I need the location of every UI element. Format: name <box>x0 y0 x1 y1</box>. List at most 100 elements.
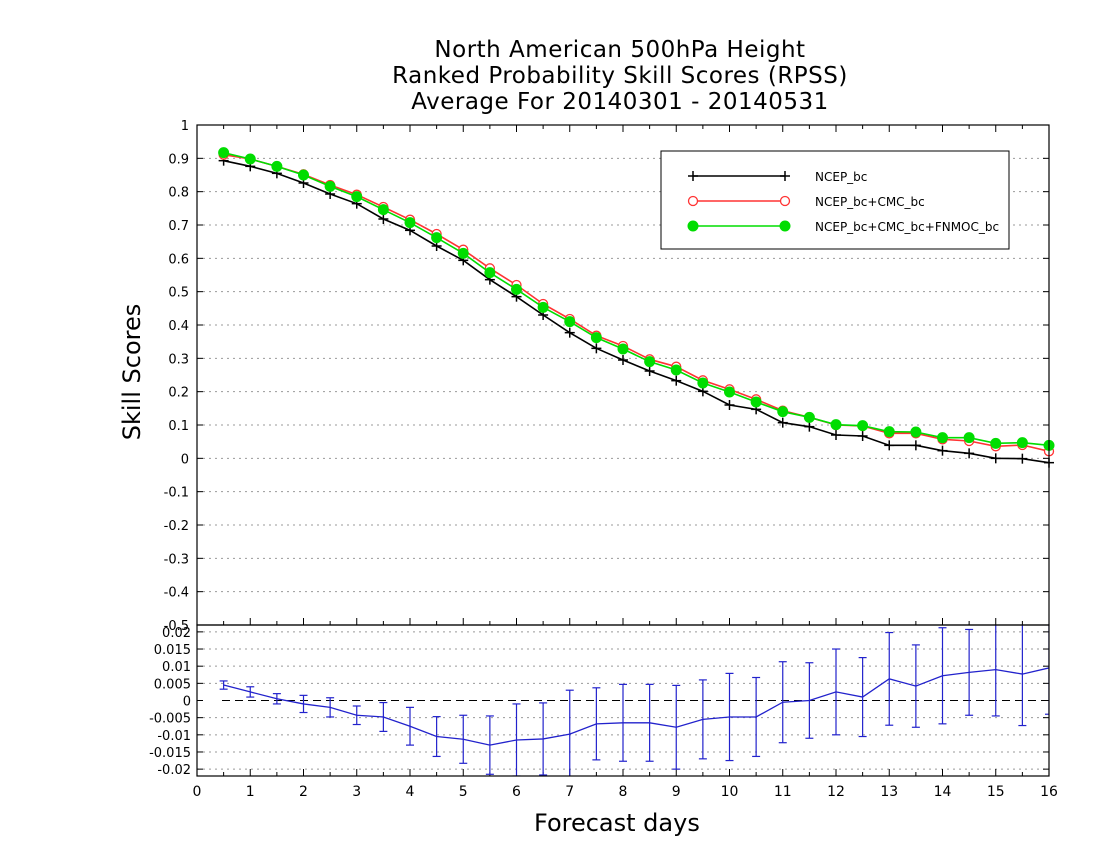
series-point-plus <box>644 366 655 376</box>
series-point-filled-circle <box>537 301 549 313</box>
series-point-filled-circle <box>724 386 735 398</box>
top-y-tick-label: -0.3 <box>164 552 189 567</box>
x-tick-label: 14 <box>934 784 952 800</box>
legend-label-0: NCEP_bc <box>815 170 867 184</box>
series-point-filled-circle <box>670 364 682 376</box>
legend-marker <box>779 195 791 207</box>
legend-box <box>660 150 1010 250</box>
bottom-panel-frame <box>196 624 1050 777</box>
x-tick-label: 12 <box>827 784 845 800</box>
series-point-filled-circle <box>351 191 363 203</box>
top-y-tick-label: 0.4 <box>168 319 189 334</box>
chart-title-line-2: Ranked Probability Skill Scores (RPSS) <box>392 63 848 89</box>
x-tick-label: 3 <box>352 784 361 800</box>
x-tick-label: 0 <box>193 784 202 800</box>
series-point-plus <box>618 355 628 365</box>
bottom-y-tick-label: -0.005 <box>149 712 191 727</box>
top-y-tick-label: 0.2 <box>168 386 189 401</box>
top-y-tick-label: 0.3 <box>168 352 189 367</box>
top-y-tick-label: 0.5 <box>168 286 189 301</box>
series-point-filled-circle <box>830 419 842 431</box>
bottom-y-tick-label: 0.005 <box>154 677 191 692</box>
chart-title-line-1: North American 500hPa Height <box>434 37 806 63</box>
series-point-plus <box>857 431 868 441</box>
series-point-filled-circle <box>404 217 416 229</box>
series-point-filled-circle <box>218 147 230 159</box>
series-point-filled-circle <box>910 426 922 438</box>
series-point-plus <box>910 440 921 451</box>
series-point-filled-circle <box>511 283 522 295</box>
top-y-tick-label: 0.8 <box>168 186 189 201</box>
bottom-y-tick-label: -0.015 <box>149 746 191 761</box>
top-y-tick-label: 0.7 <box>168 219 189 234</box>
series-point-filled-circle <box>564 316 576 328</box>
series-point-plus <box>378 214 389 224</box>
legend-marker <box>779 220 791 232</box>
bottom-y-tick-label: -0.01 <box>157 729 191 744</box>
x-tick-label: 2 <box>299 784 308 800</box>
series-point-filled-circle <box>750 396 762 408</box>
series-point-filled-circle <box>697 377 709 389</box>
series-point-filled-circle <box>803 411 815 423</box>
series-point-filled-circle <box>857 420 869 432</box>
x-tick-label: 15 <box>987 784 1005 800</box>
legend-label-1: NCEP_bc+CMC_bc <box>815 195 925 209</box>
chart-title-line-3: Average For 20140301 - 20140531 <box>411 89 829 115</box>
series-point-filled-circle <box>431 232 443 244</box>
x-tick-label: 11 <box>774 784 792 800</box>
series-point-filled-circle <box>298 169 309 181</box>
series-point-filled-circle <box>777 406 789 418</box>
series-point-plus <box>937 445 948 456</box>
x-tick-label: 13 <box>880 784 898 800</box>
series-point-plus <box>990 453 1001 464</box>
series-point-filled-circle <box>937 432 948 444</box>
series-point-plus <box>777 417 788 428</box>
top-y-tick-label: -0.2 <box>164 519 189 534</box>
top-y-tick-label: 0.9 <box>168 152 189 167</box>
series-point-filled-circle <box>644 356 656 368</box>
series-point-plus <box>564 327 575 338</box>
series-point-plus <box>591 343 602 354</box>
bottom-y-tick-label: -0.02 <box>157 763 191 778</box>
series-point-filled-circle <box>244 153 256 165</box>
series-point-plus <box>831 430 841 440</box>
legend-marker <box>687 220 699 232</box>
x-tick-label: 9 <box>672 784 681 800</box>
bottom-y-tick-label: 0.02 <box>162 626 191 641</box>
series-point-plus <box>964 448 975 459</box>
x-tick-label: 6 <box>512 784 521 800</box>
series-point-filled-circle <box>271 160 283 172</box>
x-axis-label: Forecast days <box>534 809 700 837</box>
series-point-filled-circle <box>617 343 629 355</box>
series-point-filled-circle <box>1016 437 1028 449</box>
x-tick-label: 5 <box>459 784 468 800</box>
difference-line <box>223 667 1049 746</box>
series-point-plus <box>724 400 735 410</box>
legend-marker <box>687 195 699 207</box>
series-point-filled-circle <box>590 332 602 344</box>
series-point-filled-circle <box>990 437 1002 449</box>
series-point-plus <box>884 440 895 451</box>
series-point-filled-circle <box>484 267 496 279</box>
top-y-tick-label: 0.6 <box>168 252 189 267</box>
top-y-tick-label: 1 <box>181 119 189 134</box>
bottom-y-tick-label: 0 <box>183 695 191 710</box>
legend-label-2: NCEP_bc+CMC_bc+FNMOC_bc <box>815 220 999 234</box>
top-y-tick-label: -0.5 <box>164 619 189 634</box>
series-point-filled-circle <box>324 180 336 192</box>
x-tick-label: 16 <box>1040 784 1058 800</box>
bottom-y-tick-label: 0.015 <box>154 643 191 658</box>
series-point-filled-circle <box>457 247 469 259</box>
series-point-filled-circle <box>377 204 389 216</box>
x-tick-label: 1 <box>246 784 255 800</box>
top-y-tick-label: -0.1 <box>164 486 189 501</box>
x-tick-label: 4 <box>406 784 415 800</box>
top-y-tick-label: 0 <box>181 452 189 467</box>
top-y-tick-label: -0.4 <box>164 586 189 601</box>
series-point-filled-circle <box>963 432 975 444</box>
difference-series <box>219 625 1049 776</box>
x-tick-label: 8 <box>619 784 628 800</box>
series-point-filled-circle <box>883 426 895 438</box>
top-y-tick-label: 0.1 <box>168 419 189 434</box>
